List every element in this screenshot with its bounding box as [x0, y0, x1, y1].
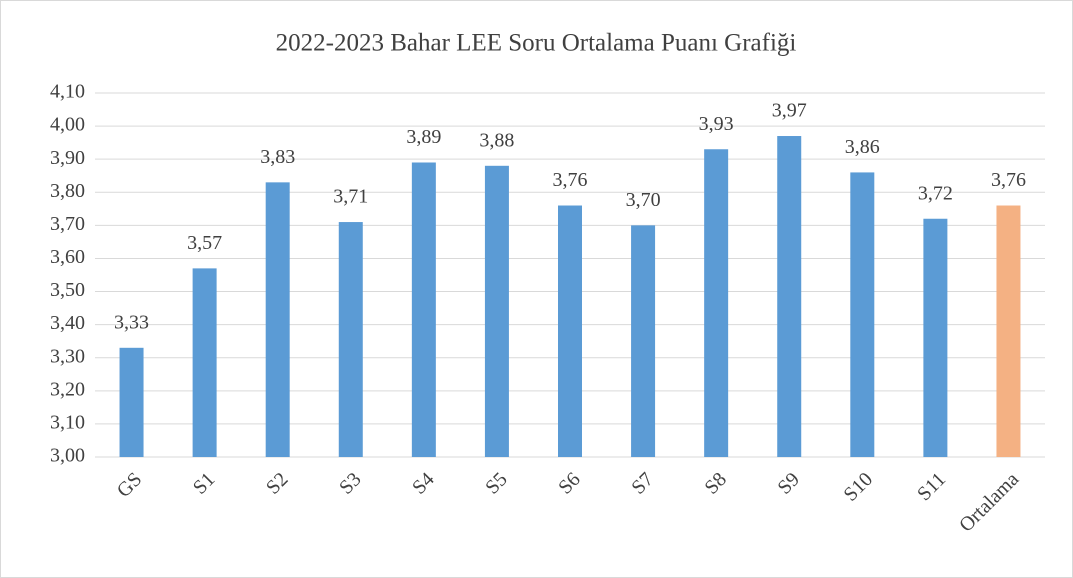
- y-tick-label: 3,90: [50, 147, 85, 169]
- bar: [192, 268, 217, 457]
- data-label: 3,71: [333, 186, 368, 208]
- bar: [265, 182, 290, 457]
- data-label: 3,72: [918, 182, 953, 204]
- bar: [777, 136, 802, 457]
- y-tick-label: 3,10: [50, 412, 85, 434]
- data-label: 3,76: [553, 169, 588, 191]
- data-label: 3,33: [114, 311, 149, 333]
- data-label: 3,70: [626, 189, 661, 211]
- y-tick-label: 4,10: [50, 81, 85, 103]
- y-tick-label: 3,70: [50, 213, 85, 235]
- bar: [484, 165, 509, 458]
- data-label: 3,93: [699, 113, 734, 135]
- data-label: 3,88: [479, 129, 514, 151]
- data-label: 3,86: [845, 136, 880, 158]
- bar: [996, 205, 1021, 457]
- y-tick-label: 3,50: [50, 279, 85, 301]
- y-tick-label: 3,00: [50, 445, 85, 467]
- bar: [850, 172, 875, 457]
- y-tick-label: 3,20: [50, 378, 85, 400]
- bar: [631, 225, 656, 457]
- data-label: 3,89: [406, 126, 441, 148]
- y-tick-label: 3,60: [50, 246, 85, 268]
- bar: [119, 347, 144, 457]
- data-label: 3,57: [187, 232, 222, 254]
- y-tick-label: 3,80: [50, 180, 85, 202]
- data-label: 3,97: [772, 100, 807, 122]
- bar: [338, 222, 363, 457]
- data-label: 3,76: [991, 169, 1026, 191]
- y-tick-label: 4,00: [50, 114, 85, 136]
- y-tick-label: 3,40: [50, 312, 85, 334]
- y-tick-label: 3,30: [50, 345, 85, 367]
- bar: [411, 162, 436, 457]
- bar: [704, 149, 729, 457]
- bar: [923, 218, 948, 457]
- bar: [558, 205, 582, 457]
- chart-title: 2022-2023 Bahar LEE Soru Ortalama Puanı …: [276, 30, 797, 57]
- data-label: 3,83: [260, 146, 295, 168]
